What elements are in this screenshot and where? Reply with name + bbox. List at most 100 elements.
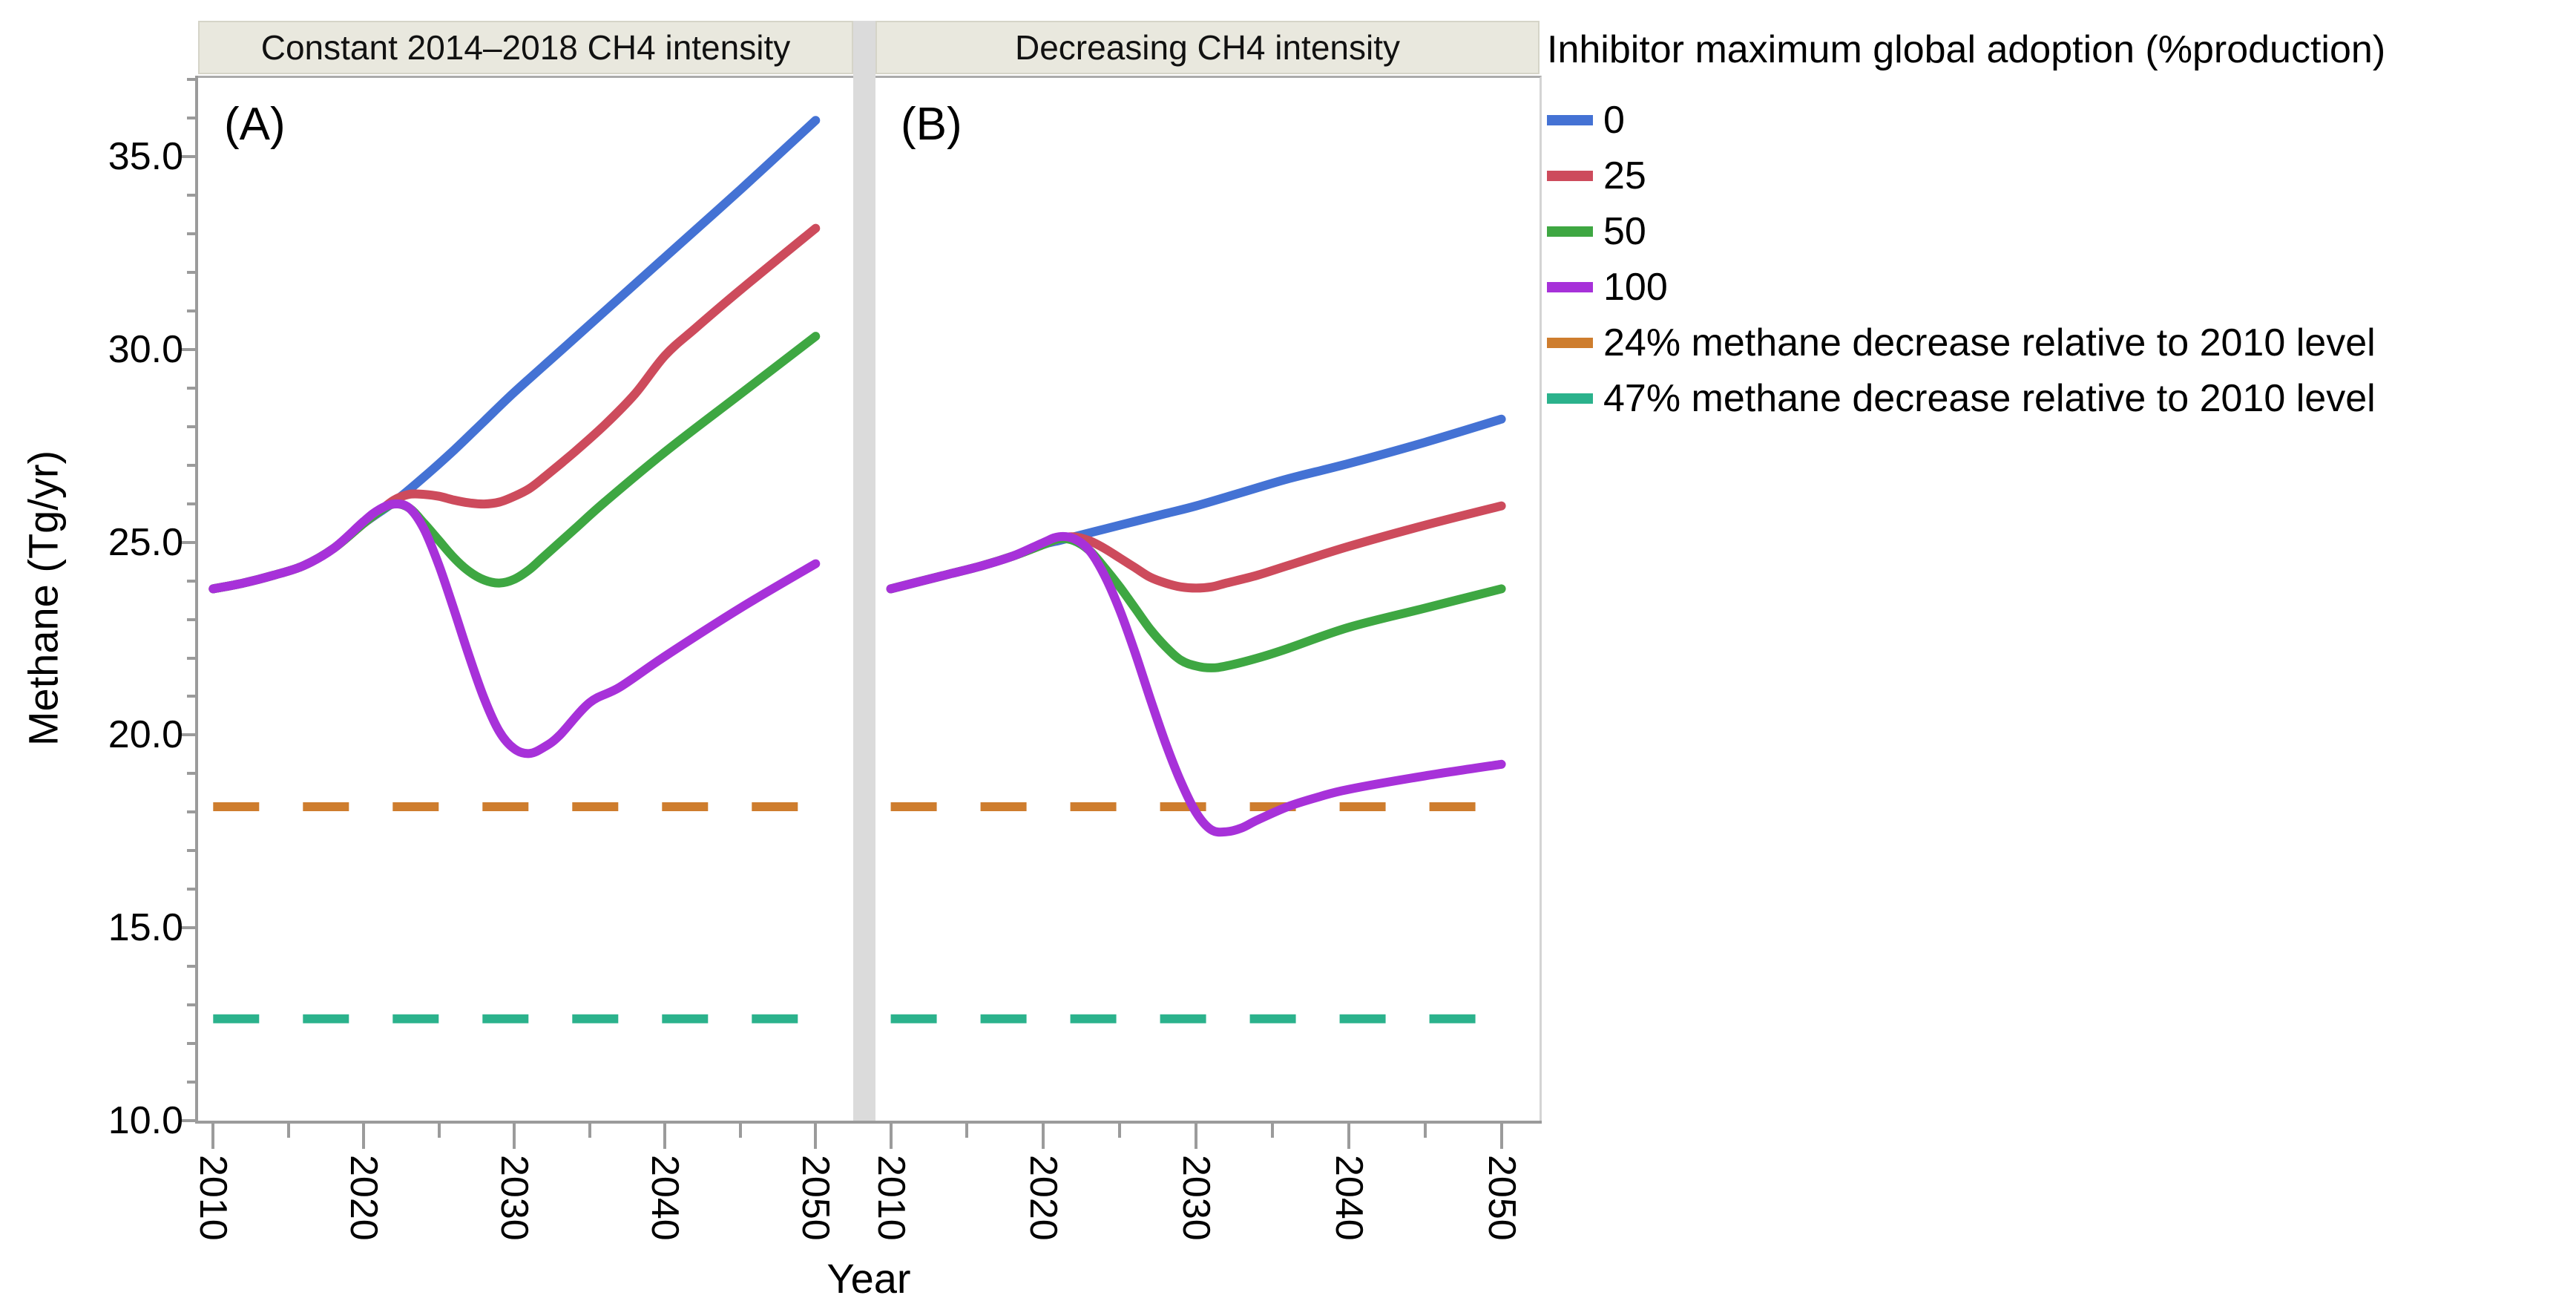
x-minor-tick: [287, 1124, 290, 1138]
y-minor-tick: [187, 1081, 195, 1084]
legend-item-label: 25: [1603, 154, 1646, 197]
y-axis-title: Methane (Tg/yr): [19, 450, 67, 747]
legend-item-label: 47% methane decrease relative to 2010 le…: [1603, 376, 2376, 420]
y-tick-label: 35.0: [108, 135, 183, 178]
y-tick-label: 15.0: [108, 906, 183, 949]
x-major-tick: [1195, 1124, 1197, 1149]
x-major-tick: [890, 1124, 893, 1149]
x-major-tick: [1347, 1124, 1350, 1149]
y-major-tick: [180, 155, 195, 158]
y-minor-tick: [187, 464, 195, 467]
y-minor-tick: [187, 618, 195, 621]
y-major-tick: [180, 733, 195, 736]
x-tick-label: 2030: [1174, 1155, 1218, 1241]
legend-item: 47% methane decrease relative to 2010 le…: [1547, 370, 2576, 426]
y-minor-tick: [187, 657, 195, 660]
legend-line-swatch: [1547, 170, 1593, 181]
y-major-tick: [180, 1119, 195, 1122]
x-major-tick: [814, 1124, 817, 1149]
y-minor-tick: [187, 117, 195, 119]
y-minor-tick: [187, 271, 195, 274]
legend-item-label: 100: [1603, 265, 1668, 309]
panel-b-header: Decreasing CH4 intensity: [875, 21, 1540, 74]
y-minor-tick: [187, 695, 195, 698]
series-25: [886, 501, 1506, 594]
panel-a-chart: [208, 116, 821, 1023]
series-0: [208, 116, 821, 594]
legend-item: 25: [1547, 148, 2576, 203]
x-minor-tick: [739, 1124, 742, 1138]
x-minor-tick: [588, 1124, 591, 1138]
legend-item: 24% methane decrease relative to 2010 le…: [1547, 315, 2576, 370]
legend-line-swatch: [1547, 226, 1593, 237]
y-axis-line: [195, 76, 198, 1124]
x-major-tick: [513, 1124, 516, 1149]
y-major-tick: [180, 541, 195, 544]
y-minor-tick: [187, 888, 195, 891]
series-100: [208, 499, 821, 758]
y-minor-tick: [187, 772, 195, 775]
x-axis-title: Year: [827, 1255, 911, 1301]
y-minor-tick: [187, 194, 195, 197]
legend-item-label: 50: [1603, 209, 1646, 253]
x-major-tick: [1500, 1124, 1503, 1149]
legend-item: 50: [1547, 203, 2576, 259]
panel-divider: [853, 21, 875, 1124]
y-major-tick: [180, 926, 195, 929]
x-minor-tick: [1271, 1124, 1274, 1138]
y-minor-tick: [187, 810, 195, 813]
panel-b-label: (B): [901, 99, 962, 150]
legend-item: 100: [1547, 259, 2576, 315]
y-minor-tick: [187, 387, 195, 390]
y-minor-tick: [187, 425, 195, 428]
y-major-tick: [180, 348, 195, 351]
legend-item: 0: [1547, 92, 2576, 148]
panel-b-plot: [875, 76, 1542, 1123]
x-axis-line: [195, 1121, 1542, 1124]
x-tick-label: 2030: [493, 1155, 536, 1241]
series-50: [208, 332, 821, 594]
series-50: [886, 534, 1506, 672]
x-major-tick: [362, 1124, 365, 1149]
y-minor-tick: [187, 309, 195, 312]
x-tick-label: 2040: [1327, 1155, 1370, 1241]
legend-title: Inhibitor maximum global adoption (%prod…: [1547, 28, 2386, 71]
x-minor-tick: [1424, 1124, 1427, 1138]
y-minor-tick: [187, 78, 195, 81]
y-minor-tick: [187, 232, 195, 235]
x-major-tick: [211, 1124, 214, 1149]
x-tick-label: 2010: [870, 1155, 913, 1241]
x-major-tick: [1042, 1124, 1045, 1149]
legend-item-label: 0: [1603, 98, 1625, 142]
x-tick-label: 2040: [643, 1155, 686, 1241]
y-minor-tick: [187, 1003, 195, 1006]
x-minor-tick: [438, 1124, 441, 1138]
panel-b-chart: [886, 414, 1506, 1023]
panel-a-header: Constant 2014–2018 CH4 intensity: [198, 21, 853, 74]
x-minor-tick: [1118, 1124, 1121, 1138]
y-minor-tick: [187, 580, 195, 583]
x-tick-label: 2050: [794, 1155, 837, 1241]
legend-dash-swatch: [1547, 393, 1593, 404]
x-tick-label: 2020: [342, 1155, 385, 1241]
panel-a-plot: [198, 76, 853, 1123]
y-minor-tick: [187, 502, 195, 505]
y-minor-tick: [187, 849, 195, 852]
x-major-tick: [663, 1124, 666, 1149]
x-tick-label: 2010: [191, 1155, 234, 1241]
x-minor-tick: [965, 1124, 968, 1138]
legend-line-swatch: [1547, 114, 1593, 125]
y-tick-label: 10.0: [108, 1099, 183, 1142]
legend-items: 0 25 50 100 24% methane decrease relative to…: [1547, 92, 2576, 426]
x-tick-label: 2020: [1022, 1155, 1065, 1241]
legend-dash-swatch: [1547, 337, 1593, 348]
series-100: [886, 531, 1506, 837]
y-tick-label: 25.0: [108, 521, 183, 564]
y-minor-tick: [187, 965, 195, 968]
legend-item-label: 24% methane decrease relative to 2010 le…: [1603, 321, 2376, 364]
legend: Inhibitor maximum global adoption (%prod…: [1547, 27, 2576, 426]
y-tick-label: 30.0: [108, 328, 183, 371]
y-tick-label: 20.0: [108, 713, 183, 756]
y-minor-tick: [187, 1042, 195, 1045]
